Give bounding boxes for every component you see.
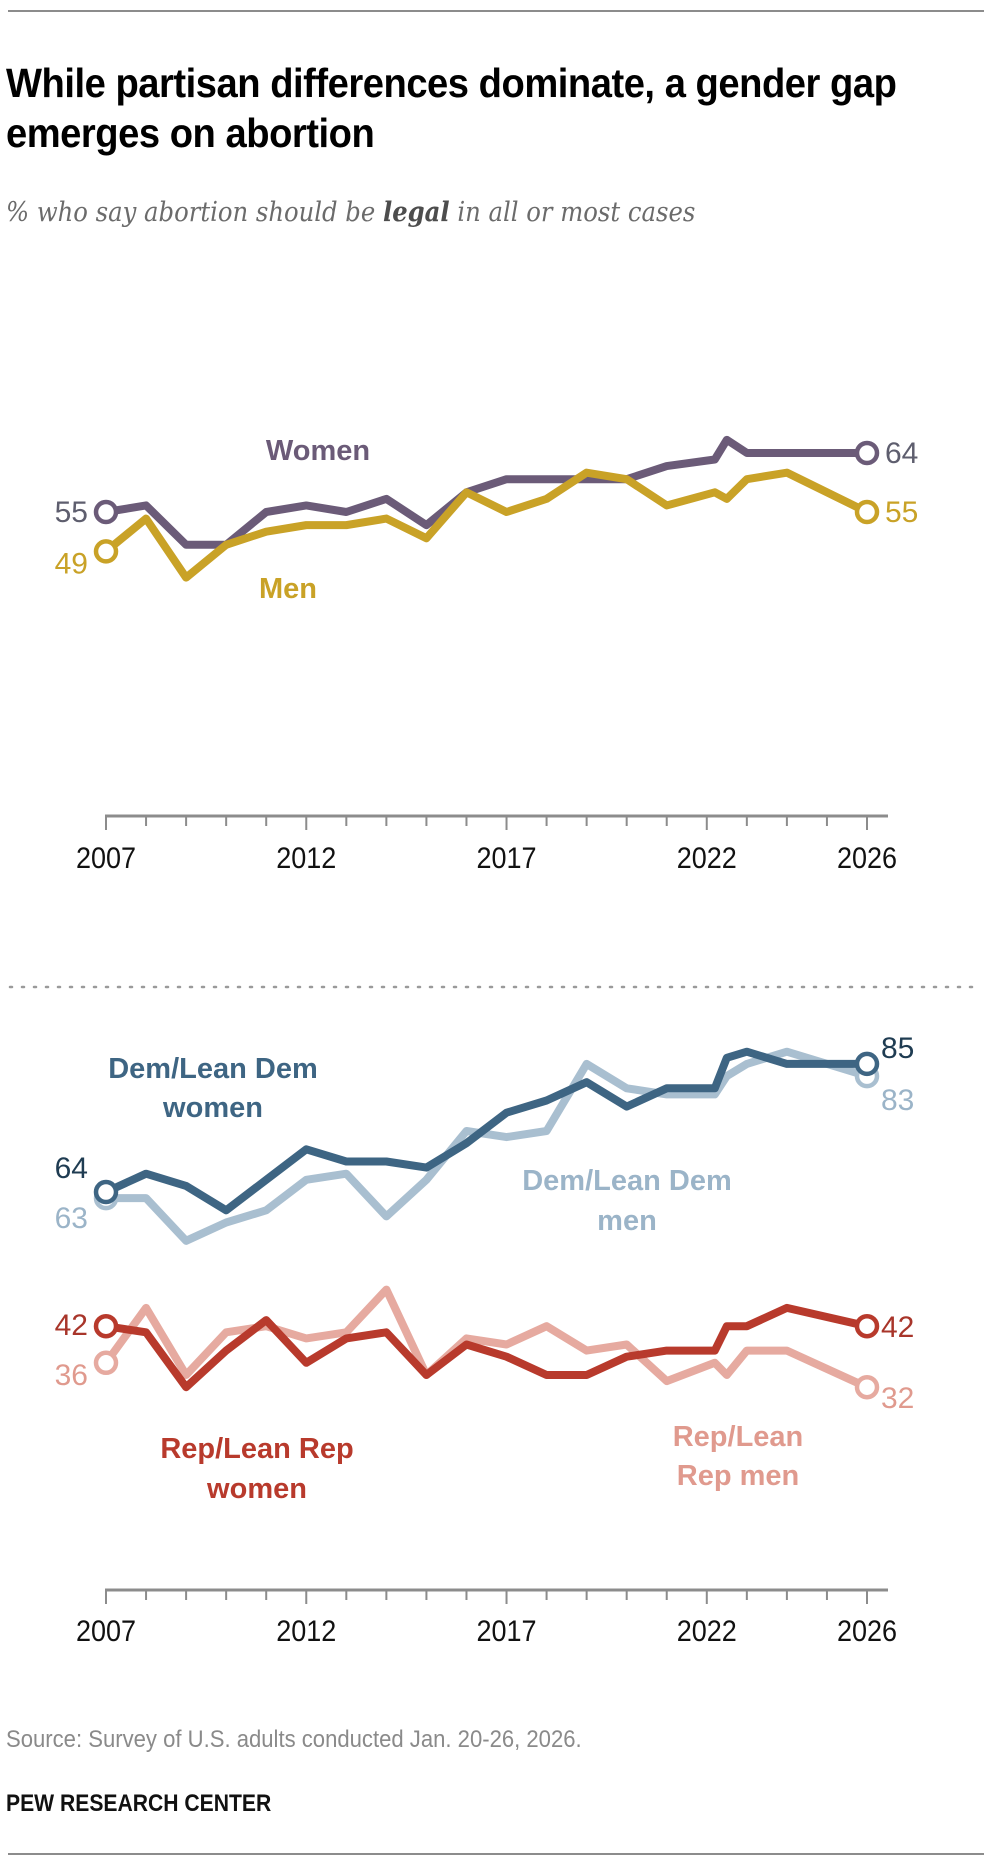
line-dem-lean-dem-men bbox=[102, 1047, 871, 1245]
end-value-label-women: 64 bbox=[885, 437, 918, 470]
series-men: 49 55 bbox=[55, 468, 918, 582]
end-value-label-dem-lean-dem-men: 83 bbox=[881, 1084, 914, 1117]
series-dem-lean-dem-women: 64 85 bbox=[55, 1032, 914, 1215]
subtitle-emphasis: legal bbox=[382, 197, 450, 228]
x-tick-label: 2026 bbox=[837, 1615, 897, 1649]
end-marker-women bbox=[854, 440, 880, 466]
line-rep-lean-rep-women bbox=[102, 1303, 871, 1392]
x-tick-label: 2017 bbox=[477, 842, 537, 876]
bottom-rule bbox=[8, 1853, 984, 1855]
x-tick-label: 2012 bbox=[276, 1615, 336, 1649]
x-tick-label: 2026 bbox=[837, 842, 897, 876]
source-note: Source: Survey of U.S. adults conducted … bbox=[6, 1726, 582, 1753]
end-value-label-dem-lean-dem-women: 85 bbox=[881, 1032, 914, 1065]
end-marker-rep-lean-rep-men bbox=[854, 1374, 880, 1400]
start-marker-men bbox=[93, 539, 119, 564]
men-series-label: Men bbox=[259, 573, 317, 605]
brand-logo-text: PEW RESEARCH CENTER bbox=[6, 1790, 272, 1817]
line-rep-lean-rep-men bbox=[102, 1285, 871, 1392]
start-value-label-rep-lean-rep-women: 42 bbox=[55, 1309, 88, 1342]
start-value-label-women: 55 bbox=[55, 496, 88, 529]
x-tick-label: 2017 bbox=[477, 1615, 537, 1649]
start-value-label-rep-lean-rep-men: 36 bbox=[55, 1359, 88, 1392]
end-marker-men bbox=[854, 499, 880, 525]
x-tick-label: 2022 bbox=[677, 1615, 737, 1649]
subtitle-text-end: in all or most cases bbox=[449, 197, 696, 228]
start-value-label-dem-lean-dem-women: 64 bbox=[55, 1152, 88, 1185]
end-marker-rep-lean-rep-women bbox=[854, 1313, 880, 1339]
x-tick-label: 2007 bbox=[76, 1615, 136, 1649]
rep-women-label-line2: women bbox=[206, 1473, 307, 1505]
rep-men-label-line1: Rep/Lean bbox=[673, 1421, 804, 1453]
line-women bbox=[102, 435, 871, 549]
gender-line-chart: 55 64 49 55 2007 2012 2017 2022 2026 Women Men bbox=[55, 435, 919, 876]
women-series-label: Women bbox=[266, 435, 370, 467]
chart-divider bbox=[8, 985, 984, 989]
x-tick-label: 2012 bbox=[276, 842, 336, 876]
series-rep-lean-rep-women: 42 42 bbox=[55, 1303, 914, 1392]
dem-men-label-line1: Dem/Lean Dem bbox=[522, 1165, 732, 1197]
rep-men-label-line2: Rep men bbox=[677, 1460, 799, 1492]
series-women: 55 64 bbox=[55, 435, 918, 549]
dem-women-label-line1: Dem/Lean Dem bbox=[108, 1053, 318, 1085]
start-marker-women bbox=[93, 499, 119, 525]
dem-women-label-line2: women bbox=[162, 1092, 263, 1124]
x-tick-label: 2007 bbox=[76, 842, 136, 876]
series-rep-lean-rep-men: 36 32 bbox=[55, 1285, 914, 1415]
start-value-label-men: 49 bbox=[55, 547, 88, 580]
chart-title: While partisan differences dominate, a g… bbox=[6, 60, 897, 156]
end-value-label-men: 55 bbox=[885, 496, 918, 529]
dem-men-label-line2: men bbox=[597, 1205, 657, 1237]
top-rule bbox=[8, 10, 984, 12]
start-marker-rep-lean-rep-men bbox=[93, 1350, 119, 1376]
line-men bbox=[102, 468, 871, 582]
x-tick-label: 2022 bbox=[677, 842, 737, 876]
line-dem-lean-dem-women bbox=[102, 1047, 871, 1215]
subtitle-text: % who say abortion should be bbox=[6, 197, 383, 228]
end-value-label-rep-lean-rep-women: 42 bbox=[881, 1311, 914, 1344]
end-marker-dem-lean-dem-women bbox=[854, 1051, 880, 1077]
start-value-label-dem-lean-dem-men: 63 bbox=[55, 1202, 88, 1235]
rep-women-label-line1: Rep/Lean Rep bbox=[160, 1433, 353, 1465]
end-value-label-rep-lean-rep-men: 32 bbox=[881, 1382, 914, 1415]
start-marker-rep-lean-rep-women bbox=[93, 1313, 119, 1339]
party-gender-line-chart: 63 83 64 85 36 32 42 42 2007 2012 2017 2022 2026 De… bbox=[55, 1032, 915, 1649]
start-marker-dem-lean-dem-women bbox=[93, 1179, 119, 1205]
chart-subtitle: % who say abortion should be legal in al… bbox=[6, 197, 695, 228]
